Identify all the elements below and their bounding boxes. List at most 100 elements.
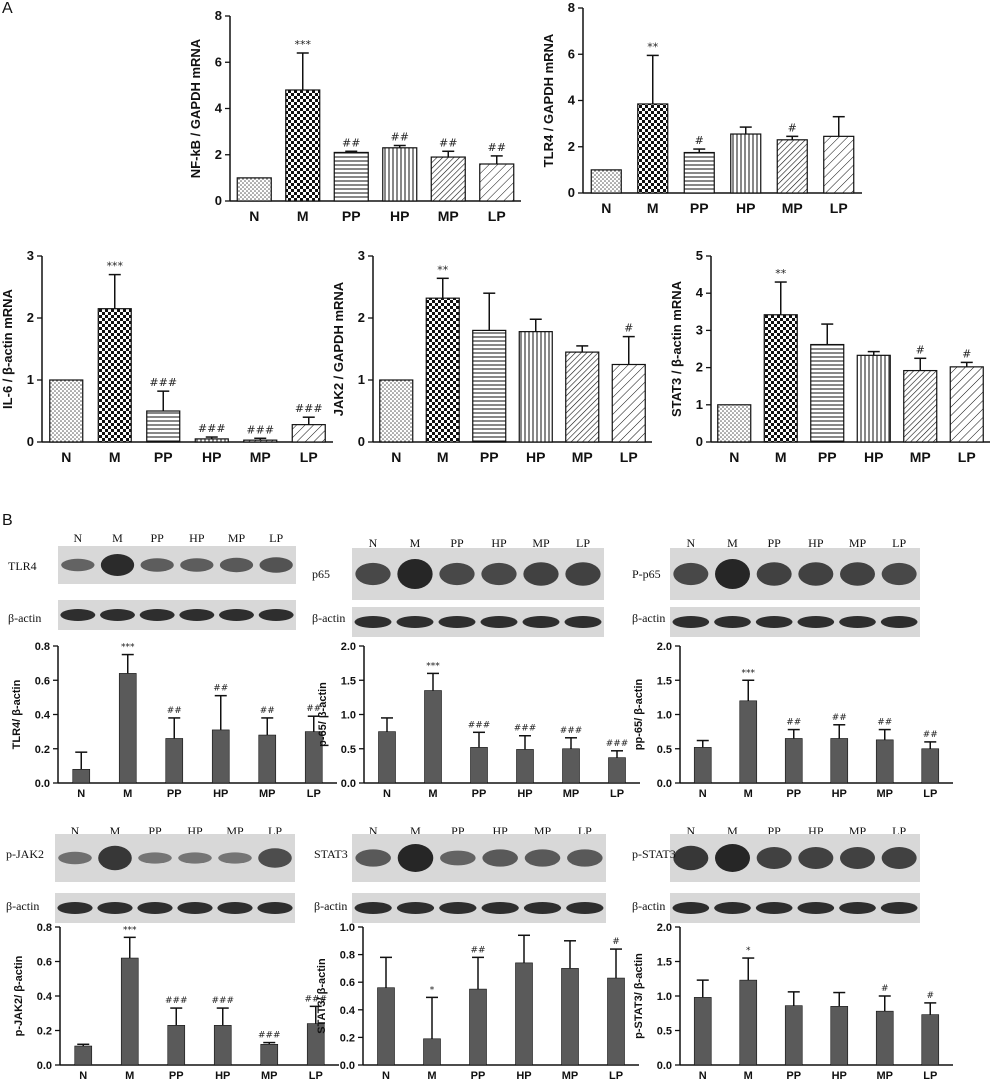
- y-tick-label: 8: [215, 8, 222, 23]
- y-tick-label: 0.4: [37, 991, 53, 1003]
- x-tick-label: PP: [818, 449, 837, 465]
- lane-label: PP: [767, 536, 781, 550]
- actin-band: [522, 616, 560, 628]
- target-band: [481, 562, 517, 586]
- significance-label: #: [926, 991, 934, 1001]
- bar-HP: [516, 749, 534, 784]
- y-axis-label: STAT3 / β-actin mRNA: [669, 280, 684, 417]
- actin-band: [60, 609, 96, 621]
- significance-label: ***: [107, 260, 124, 273]
- y-tick-label: 0.4: [35, 710, 51, 722]
- y-tick-label: 5: [696, 248, 703, 263]
- chart-il6: 0 1 2 3 IL-6 / β-actin mRNA N *** M ### PP ### HP ##…: [0, 248, 333, 465]
- target-protein-label: p65: [312, 567, 330, 581]
- x-tick-label: LP: [609, 1070, 623, 1082]
- bar-N: [378, 731, 396, 784]
- lane-label: N: [73, 531, 82, 545]
- y-tick-label: 8: [568, 0, 575, 15]
- x-tick-label: PP: [342, 208, 361, 224]
- lane-label: N: [369, 536, 378, 550]
- bar-M: [97, 308, 132, 443]
- target-band: [397, 844, 434, 872]
- actin-blot-strip: [55, 893, 295, 923]
- target-band: [219, 557, 254, 573]
- chart-wb_pjak2: 0.0 0.2 0.4 0.6 0.8 p-JAK2/ β-actin N *** M ### PP…: [13, 922, 339, 1082]
- x-tick-label: LP: [620, 449, 638, 465]
- bar-N: [236, 177, 272, 202]
- y-tick-label: 0.6: [37, 957, 52, 969]
- y-axis-label: p-STAT3/ β-actin: [633, 953, 645, 1039]
- actin-band: [217, 902, 253, 914]
- y-tick-label: 0.2: [35, 744, 50, 756]
- significance-label: *: [430, 985, 435, 995]
- actin-blot-strip: [352, 893, 606, 923]
- target-band: [98, 845, 132, 871]
- significance-label: **: [437, 263, 449, 276]
- significance-label: ###: [304, 994, 327, 1004]
- y-tick-label: 2: [215, 147, 222, 162]
- y-tick-label: 0.8: [340, 950, 355, 962]
- significance-label: **: [647, 40, 659, 53]
- y-tick-label: 0: [696, 434, 703, 449]
- significance-label: ***: [295, 38, 312, 51]
- bar-LP: [291, 424, 326, 443]
- actin-band: [755, 902, 793, 914]
- target-band: [798, 847, 834, 869]
- lane-label: N: [369, 824, 378, 838]
- y-tick-label: 0.0: [340, 1060, 355, 1072]
- x-tick-label: MP: [259, 788, 276, 800]
- y-tick-label: 2: [27, 310, 34, 325]
- bar-LP: [479, 163, 515, 202]
- target-band: [100, 553, 135, 577]
- significance-label: ###: [149, 376, 177, 389]
- bar-M: [423, 1038, 441, 1066]
- bar-M: [739, 700, 758, 784]
- target-band: [61, 558, 95, 572]
- lane-label: LP: [892, 536, 906, 550]
- y-tick-label: 2: [568, 139, 575, 154]
- target-band: [756, 847, 792, 869]
- significance-label: ###: [560, 726, 583, 736]
- y-tick-label: 0.8: [37, 922, 52, 934]
- bar-LP: [823, 135, 855, 194]
- bar-HP: [382, 147, 418, 202]
- bar-PP: [472, 329, 507, 443]
- lane-label: HP: [189, 531, 205, 545]
- control-protein-label: β-actin: [312, 611, 345, 625]
- target-band: [715, 844, 750, 872]
- bar-M: [285, 89, 321, 202]
- chart-wb_pp65: 0.0 0.5 1.0 1.5 2.0 pp-65/ β-actin N *** M ## PP ##…: [633, 641, 953, 800]
- x-tick-label: PP: [472, 788, 487, 800]
- target-blot-strip: [58, 546, 296, 584]
- significance-label: ##: [260, 706, 275, 716]
- bar-M: [637, 103, 669, 194]
- target-band: [140, 558, 174, 572]
- x-tick-label: HP: [213, 788, 228, 800]
- x-tick-label: MP: [572, 449, 593, 465]
- chart-jak2_mrna: 0 1 2 3 JAK2 / GAPDH mRNA N ** M PP HP MP # LP: [331, 248, 652, 465]
- target-band: [673, 562, 709, 586]
- y-tick-label: 0: [27, 434, 34, 449]
- bar-PP: [146, 410, 181, 443]
- target-protein-label: STAT3: [314, 847, 348, 861]
- bar-N: [74, 1045, 93, 1066]
- x-tick-label: LP: [610, 788, 624, 800]
- y-axis-label: p-65/ β-actin: [317, 682, 329, 747]
- lane-label: M: [410, 536, 421, 550]
- bar-PP: [784, 738, 803, 784]
- y-tick-label: 0.0: [35, 778, 50, 790]
- actin-band: [880, 902, 918, 914]
- y-tick-label: 2: [696, 360, 703, 375]
- y-tick-label: 0.2: [37, 1026, 52, 1038]
- x-tick-label: N: [61, 449, 71, 465]
- x-tick-label: M: [297, 208, 309, 224]
- control-protein-label: β-actin: [6, 899, 39, 913]
- bar-HP: [515, 962, 533, 1066]
- x-tick-label: MP: [877, 788, 894, 800]
- bar-M: [425, 297, 460, 443]
- x-tick-label: MP: [250, 449, 271, 465]
- chart-wb_tlr4: 0.0 0.2 0.4 0.6 0.8 TLR4/ β-actin N *** M ## PP ## H…: [11, 641, 337, 800]
- x-tick-label: PP: [167, 788, 182, 800]
- actin-band: [481, 902, 519, 914]
